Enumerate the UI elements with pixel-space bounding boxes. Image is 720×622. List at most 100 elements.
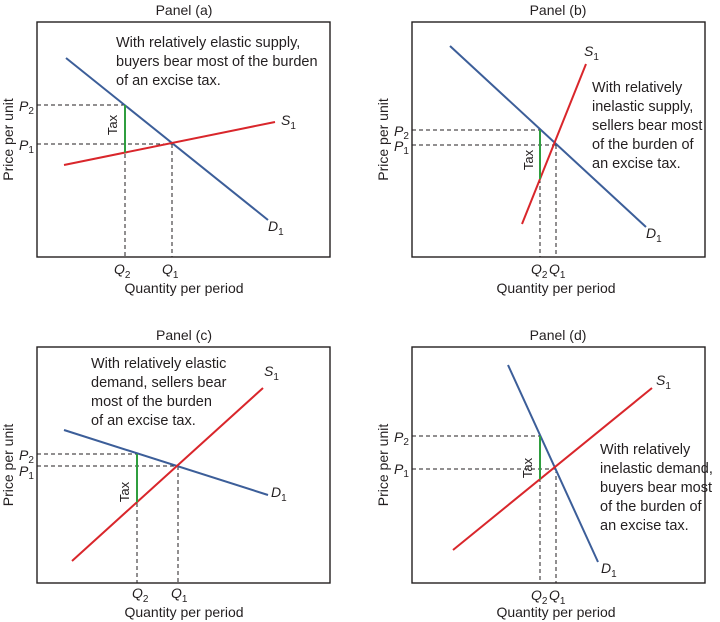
panel-a-supply-label-subscript: 1 <box>290 121 296 132</box>
panel-d-annotation-line: buyers bear most <box>600 480 712 496</box>
panel-b-p2-label-letter: P <box>394 123 404 139</box>
panel-c-y-axis-label: Price per unit <box>0 424 16 507</box>
panel-c-q1-label-subscript: 1 <box>182 594 188 605</box>
panel-a-q1-label: Q1 <box>162 261 179 281</box>
panel-a-p1-label-subscript: 1 <box>28 145 34 156</box>
panel-a-demand-label-subscript: 1 <box>278 227 284 238</box>
panel-a-title: Panel (a) <box>156 2 213 18</box>
panel-a-p1-label-letter: P <box>19 137 29 153</box>
panel-a-supply-label: S1 <box>281 112 296 132</box>
panel-c-annotation-line: of an excise tax. <box>91 413 196 429</box>
panel-c-supply-curve <box>71 387 264 562</box>
panel-d-x-axis-label: Quantity per period <box>496 604 615 620</box>
panel-c-q1-label-letter: Q <box>171 585 182 601</box>
panel-b-supply-label-letter: S <box>584 43 594 59</box>
panel-a-p1-label: P1 <box>19 137 34 156</box>
panel-a-demand-label-letter: D <box>268 218 278 234</box>
panel-d-frame <box>411 346 706 584</box>
panel-d-supply-label: S1 <box>656 372 671 392</box>
panel-b-title: Panel (b) <box>530 2 587 18</box>
panel-b-supply-label-subscript: 1 <box>593 52 599 63</box>
panel-b-supply-label: S1 <box>584 43 599 63</box>
panel-c-supply-label: S1 <box>264 363 279 383</box>
panel-b-demand-label: D1 <box>646 225 662 245</box>
panel-d-supply-curve <box>452 387 653 551</box>
panel-d-p2-label-subscript: 2 <box>403 437 409 448</box>
panel-a-q2-label-subscript: 2 <box>125 270 131 281</box>
panel-d-annotation-line: inelastic demand, <box>600 461 713 477</box>
panel-b-annotation-line: of the burden of <box>592 137 695 153</box>
panel-a-annotation-line: buyers bear most of the burden <box>116 54 318 70</box>
panel-d-q1-label: Q1 <box>549 587 566 607</box>
panel-c-p1-label-letter: P <box>19 463 29 479</box>
panel-d-supply-label-letter: S <box>656 372 666 388</box>
panel-a-supply-curve <box>63 121 276 166</box>
panel-b-x-axis-label: Quantity per period <box>496 280 615 296</box>
panel-d-q1-label-letter: Q <box>549 587 560 603</box>
panel-b-p1-label: P1 <box>394 138 409 157</box>
panel-a-tax-label: Tax <box>105 114 120 135</box>
panel-b-p1-label-subscript: 1 <box>403 146 409 157</box>
panel-d-q2-label-subscript: 2 <box>542 596 548 607</box>
panel-b-annotation-line: With relatively <box>592 80 683 96</box>
panel-d-q1-label-subscript: 1 <box>560 596 566 607</box>
panel-d-q2-label-letter: Q <box>531 587 542 603</box>
panel-d-demand-label-subscript: 1 <box>611 569 617 580</box>
panel-d-tax-label: Tax <box>520 457 535 478</box>
panel-c-p1-label: P1 <box>19 463 34 482</box>
panel-d-p1-label-letter: P <box>394 461 404 477</box>
panel-d-annotation-line: an excise tax. <box>600 518 689 534</box>
panel-c-demand-label-subscript: 1 <box>281 493 287 504</box>
panel-b-annotation-line: sellers bear most <box>592 118 702 134</box>
panel-b-q2-label-subscript: 2 <box>542 270 548 281</box>
panel-b-y-axis-label: Price per unit <box>375 98 391 181</box>
panel-c-annotation-line: With relatively elastic <box>91 356 226 372</box>
panel-d-annotation-line: With relatively <box>600 442 691 458</box>
panel-a-q1-label-letter: Q <box>162 261 173 277</box>
panel-b-p1-label-letter: P <box>394 138 404 154</box>
panel-b-annotation-line: inelastic supply, <box>592 99 693 115</box>
panel-c-p2-label-letter: P <box>19 447 29 463</box>
panel-c-frame <box>36 346 331 584</box>
panel-c-demand-curve <box>63 429 269 496</box>
panel-b-q1-label-letter: Q <box>549 261 560 277</box>
panel-c-q2-label-letter: Q <box>132 585 143 601</box>
panel-b-q1-label-subscript: 1 <box>560 270 566 281</box>
panel-c-q2-label-subscript: 2 <box>143 594 149 605</box>
panel-a-q2-label-letter: Q <box>114 261 125 277</box>
panel-b-q1-label: Q1 <box>549 261 566 281</box>
panel-c-annotation-line: most of the burden <box>91 394 212 410</box>
panel-a-supply-label-letter: S <box>281 112 291 128</box>
panel-c-p2-label-subscript: 2 <box>28 455 34 466</box>
panel-c-annotation-line: demand, sellers bear <box>91 375 227 391</box>
panel-b-p2-label-subscript: 2 <box>403 131 409 142</box>
panel-b-q2-label: Q2 <box>531 261 548 281</box>
panel-d-p2-label: P2 <box>394 429 409 448</box>
panel-d-demand-label: D1 <box>601 560 617 580</box>
panel-b-tax-label: Tax <box>521 149 536 170</box>
panel-d-annotation-line: of the burden of <box>600 499 703 515</box>
panel-d-y-axis-label: Price per unit <box>375 424 391 507</box>
panel-a-annotation-line: With relatively elastic supply, <box>116 35 300 51</box>
panel-c-q2-label: Q2 <box>132 585 149 605</box>
panel-c-title: Panel (c) <box>156 327 212 343</box>
panel-c-q1-label: Q1 <box>171 585 188 605</box>
panel-a-frame <box>36 21 331 258</box>
panel-c-supply-label-subscript: 1 <box>273 372 279 383</box>
panel-a-q2-label: Q2 <box>114 261 131 281</box>
panel-b-demand-label-subscript: 1 <box>656 234 662 245</box>
panel-d-demand-label-letter: D <box>601 560 611 576</box>
panel-b-p2-label: P2 <box>394 123 409 142</box>
panel-d-p1-label-subscript: 1 <box>403 469 409 480</box>
panel-c-supply-label-letter: S <box>264 363 274 379</box>
panel-d-title: Panel (d) <box>530 327 587 343</box>
panel-a-y-axis-label: Price per unit <box>0 98 16 181</box>
panel-a-q1-label-subscript: 1 <box>173 270 179 281</box>
panel-a-p2-label-subscript: 2 <box>28 106 34 117</box>
panel-c-demand-label: D1 <box>271 484 287 504</box>
panel-c-demand-label-letter: D <box>271 484 281 500</box>
panel-a-annotation-line: of an excise tax. <box>116 73 221 89</box>
panel-b-demand-curve <box>449 45 647 228</box>
panel-d-supply-label-subscript: 1 <box>665 381 671 392</box>
